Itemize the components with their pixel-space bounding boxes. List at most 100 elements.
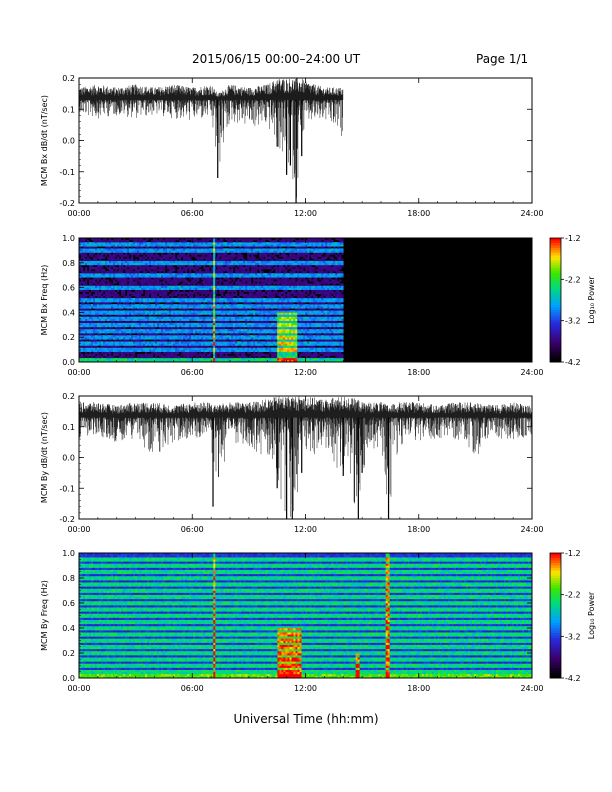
spectrogram-cell [235, 337, 237, 339]
spectrogram-cell [209, 300, 211, 302]
spectrogram-cell [109, 308, 111, 310]
spectrogram-cell [107, 271, 109, 273]
spectrogram-cell [263, 317, 265, 319]
spectrogram-cell [107, 345, 109, 347]
spectrogram-cell [243, 300, 245, 302]
spectrogram-cell [203, 348, 205, 350]
spectrogram-cell [167, 317, 169, 319]
spectrogram-cell [209, 281, 211, 283]
spectrogram-cell [255, 296, 257, 298]
spectrogram-cell [195, 358, 197, 360]
spectrogram-cell [181, 329, 183, 331]
spectrogram-cell [247, 252, 249, 254]
spectrogram-cell [129, 263, 131, 265]
spectrogram-cell [167, 356, 169, 358]
spectrogram-cell [235, 341, 237, 343]
spectrogram-cell [105, 240, 107, 242]
spectrogram-cell [185, 343, 187, 345]
spectrogram-cell [217, 306, 219, 308]
spectrogram-cell [185, 350, 187, 352]
spectrogram-cell [175, 354, 177, 356]
spectrogram-cell [201, 290, 203, 292]
spectrogram-cell [181, 337, 183, 339]
spectrogram-cell [163, 250, 165, 252]
spectrogram-cell [105, 261, 107, 263]
spectrogram-cell [109, 275, 111, 277]
spectrogram-cell [205, 312, 207, 314]
spectrogram-cell [193, 312, 195, 314]
spectrogram-cell [253, 331, 255, 333]
spectrogram-cell [119, 314, 121, 316]
spectrogram-cell [191, 339, 193, 341]
spectrogram-cell [109, 341, 111, 343]
spectrogram-cell [231, 248, 233, 250]
spectrogram-cell [259, 257, 261, 259]
spectrogram-cell [215, 271, 217, 273]
spectrogram-cell [185, 321, 187, 323]
spectrogram-cell [85, 246, 87, 248]
spectrogram-cell [131, 310, 133, 312]
spectrogram-cell [221, 356, 223, 358]
spectrogram-cell [105, 279, 107, 281]
spectrogram-cell [155, 294, 157, 296]
spectrogram-cell [105, 263, 107, 265]
spectrogram-cell [125, 252, 127, 254]
spectrogram-cell [183, 317, 185, 319]
spectrogram-cell [249, 290, 251, 292]
spectrogram-cell [123, 339, 125, 341]
spectrogram-cell [221, 341, 223, 343]
spectrogram-cell [89, 317, 91, 319]
spectrogram-cell [219, 345, 221, 347]
spectrogram-cell [89, 263, 91, 265]
spectrogram-cell [173, 304, 175, 306]
spectrogram-cell [135, 321, 137, 323]
spectrogram-cell [97, 300, 99, 302]
spectrogram-cell [129, 248, 131, 250]
spectrogram-cell [165, 325, 167, 327]
spectrogram-cell [217, 283, 219, 285]
spectrogram-cell [177, 345, 179, 347]
spectrogram-cell [123, 317, 125, 319]
spectrogram-cell [209, 331, 211, 333]
spectrogram-cell [201, 257, 203, 259]
spectrogram-cell [181, 273, 183, 275]
spectrogram-cell [249, 259, 251, 261]
spectrogram-cell [175, 263, 177, 265]
spectrogram-cell [95, 327, 97, 329]
spectrogram-cell [121, 312, 123, 314]
spectrogram-cell [249, 331, 251, 333]
spectrogram-cell [135, 310, 137, 312]
spectrogram-cell [169, 352, 171, 354]
spectrogram-cell [123, 329, 125, 331]
spectrogram-cell [189, 259, 191, 261]
spectrogram-cell [83, 356, 85, 358]
spectrogram-cell [221, 352, 223, 354]
spectrogram-cell [171, 356, 173, 358]
spectrogram-cell [189, 314, 191, 316]
spectrogram-cell [129, 252, 131, 254]
spectrogram-cell [167, 319, 169, 321]
spectrogram-cell [233, 325, 235, 327]
spectrogram-cell [111, 312, 113, 314]
spectrogram-cell [193, 304, 195, 306]
spectrogram-cell [187, 348, 189, 350]
spectrogram-cell [231, 306, 233, 308]
spectrogram-cell [227, 267, 229, 269]
spectrogram-cell [197, 331, 199, 333]
spectrogram-cell [171, 327, 173, 329]
spectrogram-cell [199, 325, 201, 327]
spectrogram-cell [125, 242, 127, 244]
spectrogram-cell [95, 317, 97, 319]
spectrogram-cell [141, 337, 143, 339]
spectrogram-cell [113, 317, 115, 319]
spectrogram-cell [227, 275, 229, 277]
spectrogram-cell [115, 244, 117, 246]
spectrogram-cell [143, 279, 145, 281]
spectrogram-cell [163, 310, 165, 312]
spectrogram-cell [243, 352, 245, 354]
spectrogram-cell [213, 304, 215, 306]
spectrogram-cell [103, 319, 105, 321]
spectrogram-cell [265, 314, 267, 316]
spectrogram-cell [115, 358, 117, 360]
spectrogram-cell [185, 329, 187, 331]
